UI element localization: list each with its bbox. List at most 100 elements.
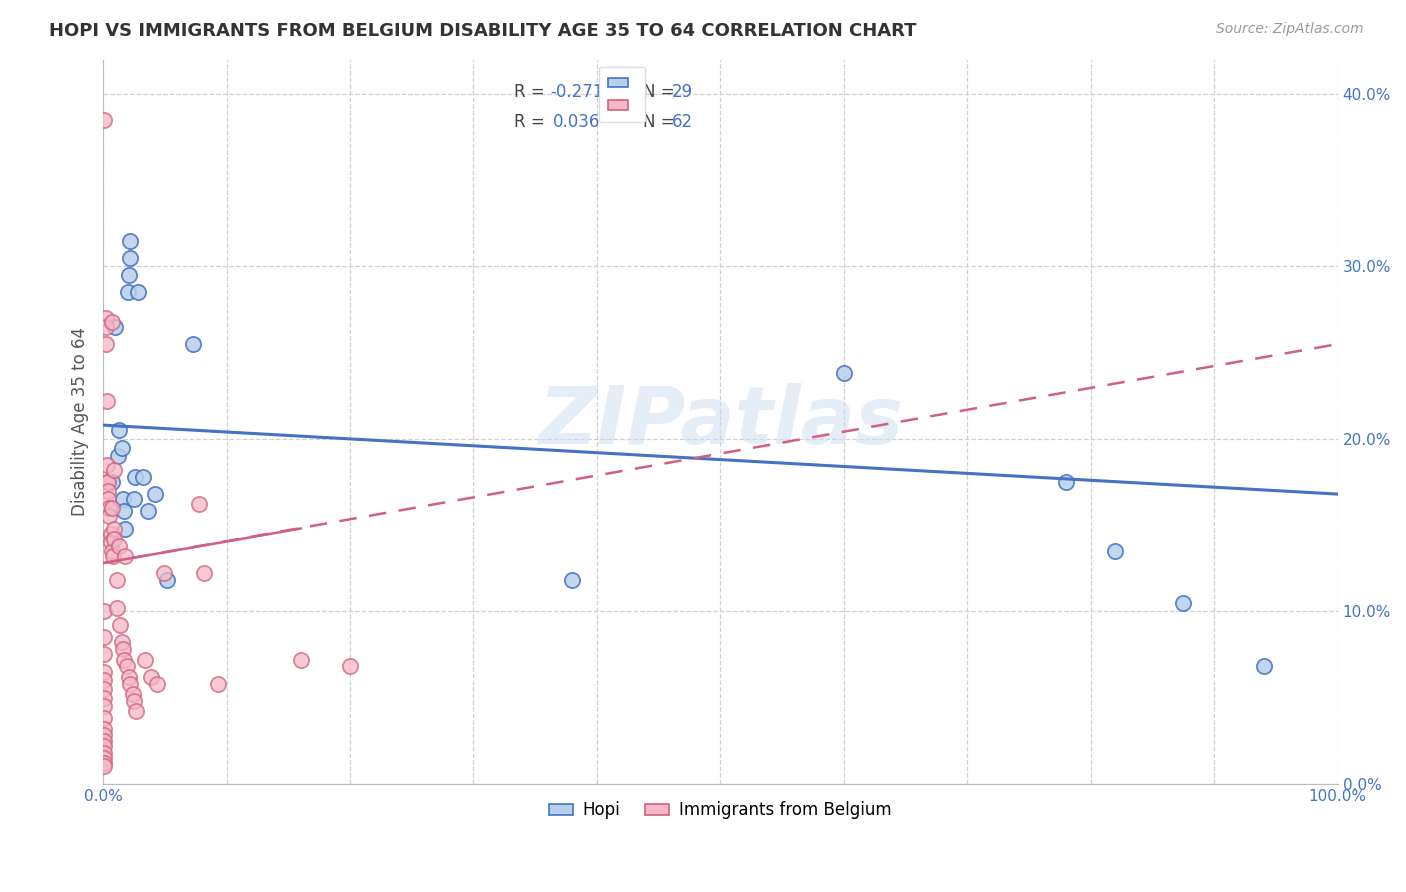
Point — [111, 642, 134, 657]
Point — [1054, 475, 1077, 489]
Point — [98, 500, 121, 515]
Point — [1173, 596, 1195, 610]
Point — [93, 759, 115, 773]
Point — [96, 475, 118, 489]
Point — [1253, 659, 1275, 673]
Point — [112, 504, 135, 518]
Point — [93, 604, 115, 618]
Point — [127, 285, 149, 300]
Point — [93, 630, 115, 644]
Point — [156, 574, 179, 588]
Point — [181, 337, 204, 351]
Point — [100, 526, 122, 541]
Point — [93, 690, 115, 705]
Point — [96, 458, 118, 472]
Point — [114, 522, 136, 536]
Point — [93, 746, 115, 760]
Point — [193, 566, 215, 581]
Point — [832, 367, 855, 381]
Text: ZIPatlas: ZIPatlas — [538, 383, 903, 460]
Point — [112, 652, 135, 666]
Point — [93, 733, 115, 747]
Text: R =: R = — [515, 113, 550, 131]
Point — [117, 285, 139, 300]
Text: HOPI VS IMMIGRANTS FROM BELGIUM DISABILITY AGE 35 TO 64 CORRELATION CHART: HOPI VS IMMIGRANTS FROM BELGIUM DISABILI… — [49, 22, 917, 40]
Point — [100, 544, 122, 558]
Point — [108, 423, 131, 437]
Point — [131, 470, 153, 484]
Point — [104, 319, 127, 334]
Point — [207, 677, 229, 691]
Point — [93, 648, 115, 662]
Point — [111, 635, 134, 649]
Point — [93, 681, 115, 696]
Point — [94, 311, 117, 326]
Point — [93, 756, 115, 770]
Text: 0.036: 0.036 — [553, 113, 600, 131]
Point — [93, 699, 115, 714]
Point — [1104, 544, 1126, 558]
Point — [188, 497, 211, 511]
Point — [93, 729, 115, 743]
Point — [134, 652, 156, 666]
Point — [152, 566, 174, 581]
Point — [111, 492, 134, 507]
Point — [93, 711, 115, 725]
Point — [136, 504, 159, 518]
Point — [122, 694, 145, 708]
Text: Source: ZipAtlas.com: Source: ZipAtlas.com — [1216, 22, 1364, 37]
Point — [93, 751, 115, 765]
Point — [118, 268, 141, 282]
Point — [120, 677, 142, 691]
Point — [93, 722, 115, 736]
Point — [111, 441, 134, 455]
Point — [124, 470, 146, 484]
Point — [115, 659, 138, 673]
Point — [146, 677, 169, 691]
Point — [121, 687, 143, 701]
Point — [108, 539, 131, 553]
Point — [93, 673, 115, 688]
Point — [97, 483, 120, 498]
Point — [103, 463, 125, 477]
Text: 62: 62 — [672, 113, 693, 131]
Point — [125, 704, 148, 718]
Point — [100, 500, 122, 515]
Point — [98, 509, 121, 524]
Point — [339, 659, 361, 673]
Point — [93, 739, 115, 753]
Text: R =: R = — [515, 83, 550, 101]
Legend: Hopi, Immigrants from Belgium: Hopi, Immigrants from Belgium — [543, 795, 898, 826]
Text: N =: N = — [643, 83, 679, 101]
Point — [93, 112, 115, 127]
Point — [107, 449, 129, 463]
Point — [97, 475, 120, 489]
Point — [93, 665, 115, 679]
Point — [96, 394, 118, 409]
Point — [105, 600, 128, 615]
Point — [100, 475, 122, 489]
Point — [94, 337, 117, 351]
Point — [120, 251, 142, 265]
Point — [143, 487, 166, 501]
Text: 29: 29 — [672, 83, 693, 101]
Point — [100, 315, 122, 329]
Point — [94, 319, 117, 334]
Point — [101, 549, 124, 563]
Point — [120, 234, 142, 248]
Point — [97, 492, 120, 507]
Point — [122, 492, 145, 507]
Text: -0.271: -0.271 — [550, 83, 603, 101]
Point — [100, 535, 122, 549]
Y-axis label: Disability Age 35 to 64: Disability Age 35 to 64 — [72, 327, 89, 516]
Point — [103, 532, 125, 546]
Point — [561, 574, 583, 588]
Point — [141, 670, 163, 684]
Text: N =: N = — [643, 113, 679, 131]
Point — [118, 670, 141, 684]
Point — [290, 652, 312, 666]
Point — [110, 618, 132, 632]
Point — [105, 574, 128, 588]
Point — [114, 549, 136, 563]
Point — [103, 522, 125, 536]
